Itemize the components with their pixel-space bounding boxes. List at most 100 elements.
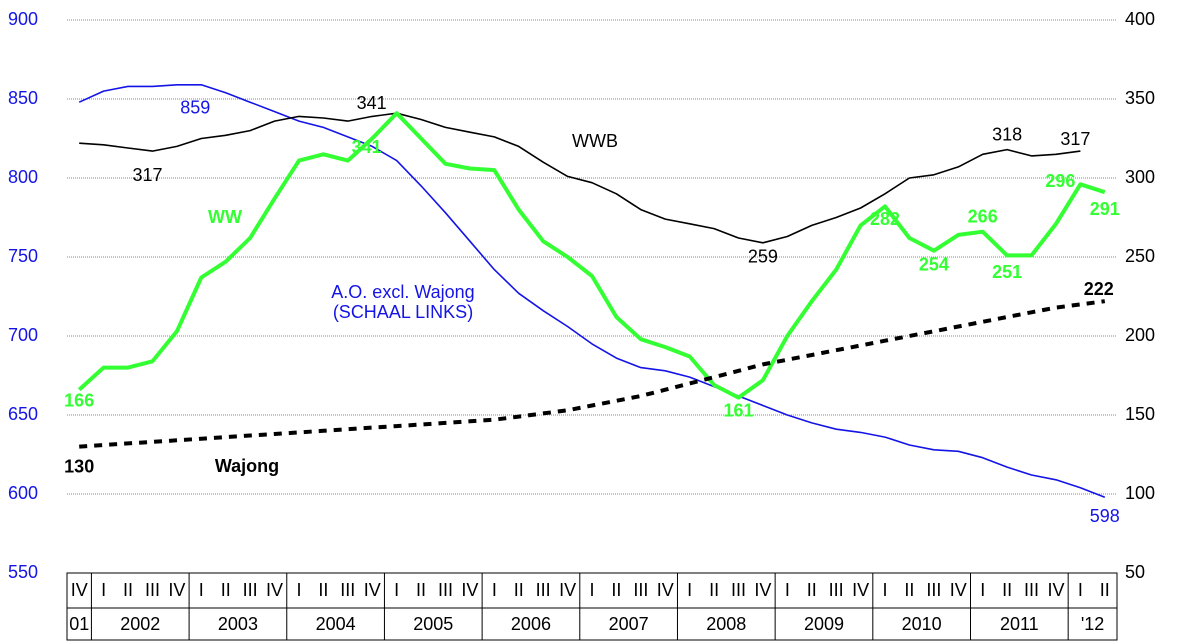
x-tick-label: II: [1100, 580, 1110, 600]
y2-tick-label: 50: [1125, 562, 1145, 582]
y2-tick-label: 250: [1125, 246, 1155, 266]
x-tick-label: III: [145, 580, 160, 600]
data-label: 317: [132, 165, 162, 185]
y-tick-label: 850: [8, 88, 38, 108]
data-label: 166: [64, 390, 94, 410]
x-group-label: 2011: [1000, 614, 1039, 634]
series-line: [78, 84, 1106, 498]
x-tick-label: II: [123, 580, 133, 600]
y2-tick-label: 150: [1125, 404, 1155, 424]
x-tick-label: IV: [950, 580, 967, 600]
x-group-label: 2005: [413, 614, 453, 634]
x-tick-label: III: [926, 580, 941, 600]
x-tick-label: IV: [559, 580, 576, 600]
x-tick-label: II: [318, 580, 328, 600]
y2-tick-label: 200: [1125, 325, 1155, 345]
x-tick-label: I: [199, 580, 204, 600]
x-group-label: 2003: [218, 614, 258, 634]
x-tick-label: IV: [1047, 580, 1064, 600]
x-tick-label: IV: [754, 580, 771, 600]
y-tick-label: 550: [8, 562, 38, 582]
x-tick-label: IV: [71, 580, 88, 600]
x-tick-label: III: [829, 580, 844, 600]
x-tick-label: I: [687, 580, 692, 600]
x-group-label: 2006: [511, 614, 551, 634]
data-label: 254: [919, 254, 949, 274]
y2-tick-label: 300: [1125, 167, 1155, 187]
x-tick-label: IV: [266, 580, 283, 600]
series-name: Wajong: [215, 456, 279, 476]
x-tick-label: IV: [852, 580, 869, 600]
data-label: 282: [870, 209, 900, 229]
series-line: [79, 112, 1081, 244]
x-group-label: 2010: [902, 614, 942, 634]
x-tick-label: IV: [364, 580, 381, 600]
y2-tick-label: 100: [1125, 483, 1155, 503]
y-tick-label: 650: [8, 404, 38, 424]
data-label: 318: [992, 124, 1022, 144]
x-tick-label: IV: [461, 580, 478, 600]
x-tick-label: IV: [657, 580, 674, 600]
x-tick-label: I: [589, 580, 594, 600]
data-label: 222: [1084, 279, 1114, 299]
x-group-label: 2007: [609, 614, 649, 634]
x-group-label: 2002: [120, 614, 160, 634]
x-tick-label: III: [340, 580, 355, 600]
data-label: 266: [968, 206, 998, 226]
x-tick-label: II: [807, 580, 817, 600]
x-tick-label: I: [492, 580, 497, 600]
x-tick-label: IV: [168, 580, 185, 600]
x-tick-label: III: [536, 580, 551, 600]
x-group-label: 2008: [706, 614, 746, 634]
y2-tick-label: 400: [1125, 9, 1155, 29]
series-line: [77, 111, 1106, 400]
x-group-label: 2009: [804, 614, 844, 634]
y-tick-label: 800: [8, 167, 38, 187]
x-tick-label: I: [101, 580, 106, 600]
data-label: 317: [1060, 129, 1090, 149]
x-tick-label: II: [709, 580, 719, 600]
series-name: WWB: [572, 131, 618, 151]
x-tick-label: I: [394, 580, 399, 600]
series-name: WW: [208, 207, 242, 227]
y2-tick-label: 350: [1125, 88, 1155, 108]
data-label: 251: [992, 262, 1022, 282]
x-tick-label: II: [611, 580, 621, 600]
x-tick-label: II: [221, 580, 231, 600]
y-tick-label: 900: [8, 9, 38, 29]
x-tick-label: II: [904, 580, 914, 600]
x-tick-label: III: [243, 580, 258, 600]
data-label: 341: [352, 137, 382, 157]
x-tick-label: I: [980, 580, 985, 600]
y-tick-label: 600: [8, 483, 38, 503]
data-label: 598: [1090, 506, 1120, 526]
x-group-label: '12: [1081, 614, 1104, 634]
x-tick-label: I: [883, 580, 888, 600]
x-tick-label: III: [633, 580, 648, 600]
series-name: (SCHAAL LINKS): [333, 302, 473, 322]
data-label: 341: [357, 93, 387, 113]
category-table: [66, 572, 1118, 641]
data-label: 161: [723, 400, 753, 420]
data-label: 859: [180, 98, 210, 118]
y-tick-label: 750: [8, 246, 38, 266]
x-tick-label: II: [1002, 580, 1012, 600]
x-tick-label: I: [785, 580, 790, 600]
x-tick-label: I: [1078, 580, 1083, 600]
x-tick-label: III: [1024, 580, 1039, 600]
x-tick-label: III: [731, 580, 746, 600]
data-label: 296: [1045, 171, 1075, 191]
data-label: 130: [64, 456, 94, 476]
x-group-label: 01: [69, 614, 89, 634]
x-group-label: 2004: [316, 614, 356, 634]
x-tick-label: II: [514, 580, 524, 600]
x-tick-label: III: [438, 580, 453, 600]
series-name: A.O. excl. Wajong: [331, 282, 474, 302]
x-tick-label: I: [296, 580, 301, 600]
series-line: [79, 299, 1106, 449]
y-tick-label: 700: [8, 325, 38, 345]
data-label: 259: [748, 247, 778, 267]
x-tick-label: II: [416, 580, 426, 600]
data-label: 291: [1090, 199, 1120, 219]
